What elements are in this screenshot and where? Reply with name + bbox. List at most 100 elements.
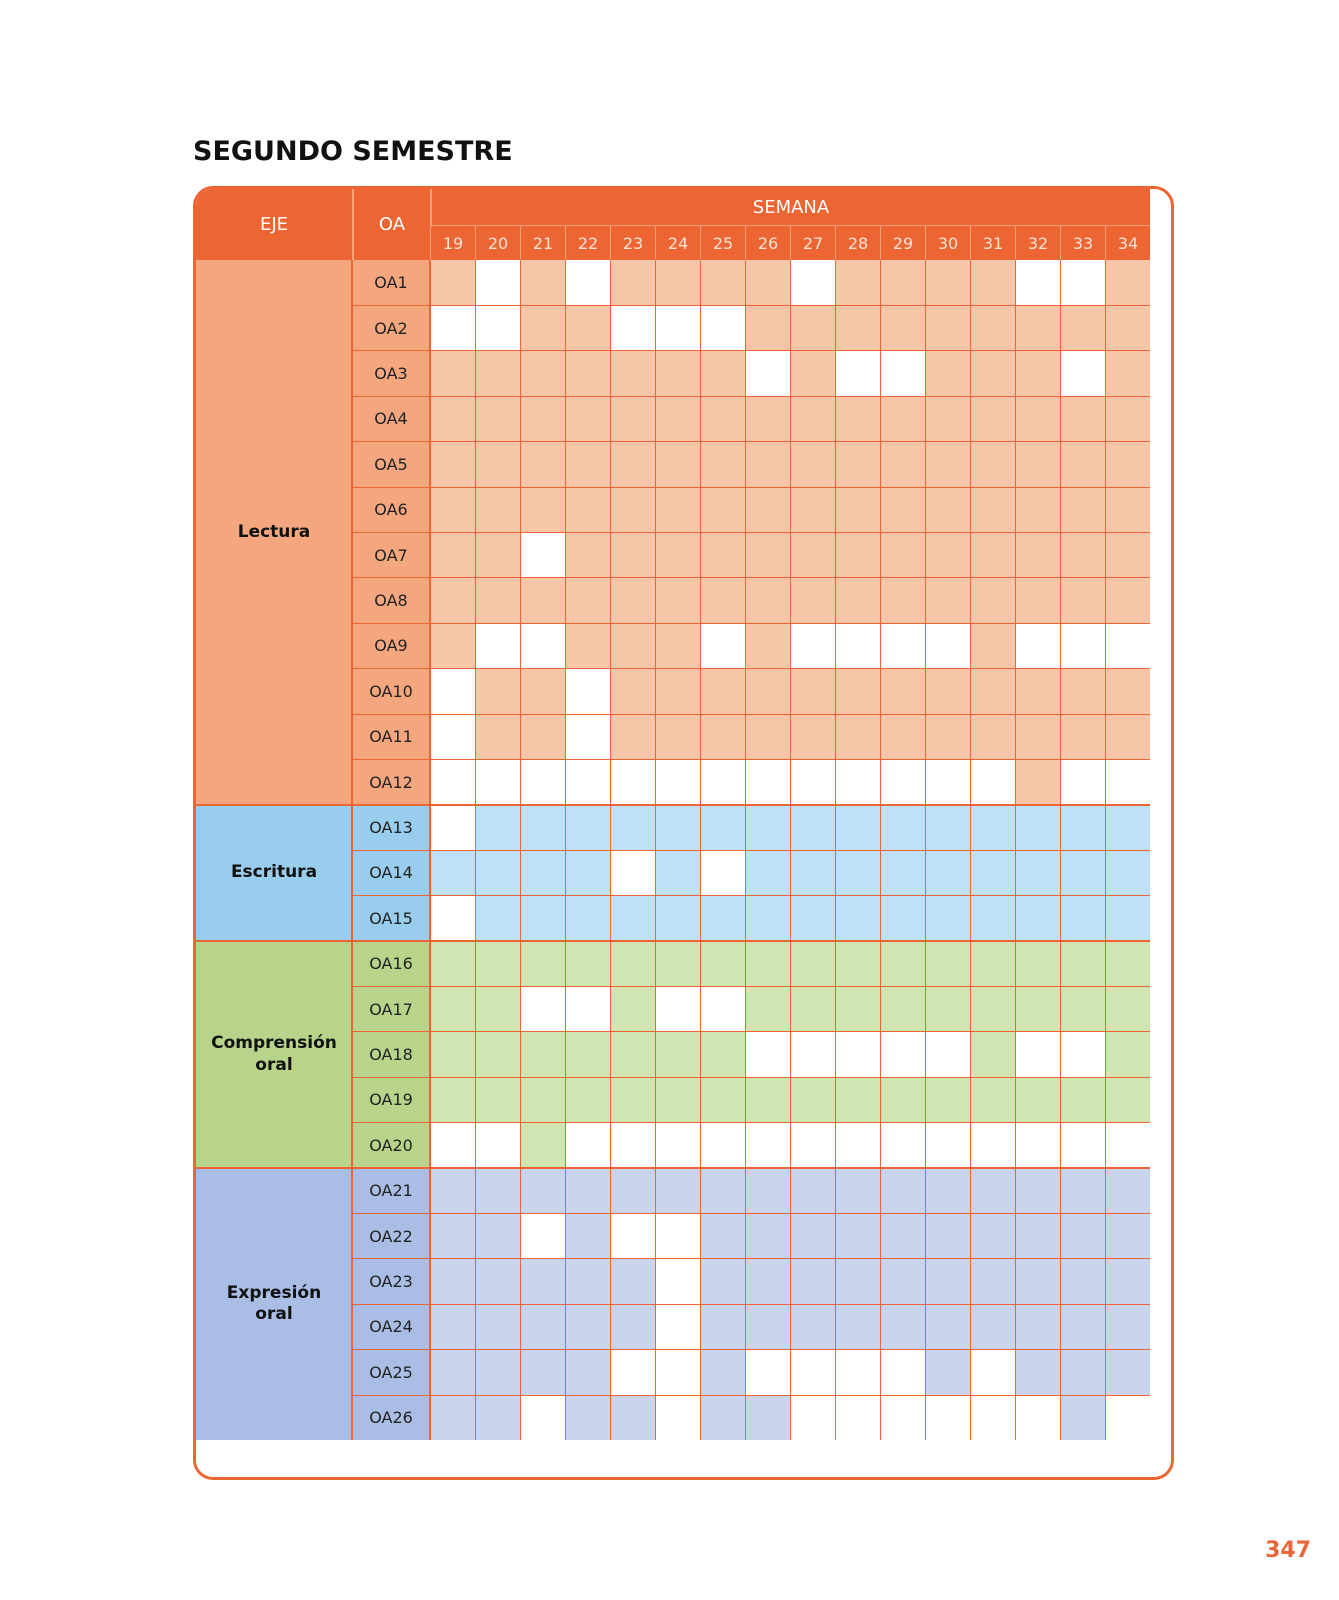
week-cell-filled <box>475 441 520 487</box>
week-cell-filled <box>655 1031 700 1078</box>
week-cell-empty <box>880 1122 925 1168</box>
week-cell-filled <box>700 804 745 851</box>
week-cell-empty <box>700 986 745 1032</box>
week-cell-filled <box>700 1168 745 1214</box>
week-cell-filled <box>925 668 970 714</box>
week-cell-empty <box>790 623 835 669</box>
week-cell-filled <box>1015 1258 1060 1305</box>
week-cell-filled <box>565 1031 610 1078</box>
week-cell-filled <box>1060 1349 1105 1395</box>
week-cell-filled <box>430 1077 475 1123</box>
week-cell-empty <box>565 668 610 714</box>
week-cell-filled <box>610 1031 655 1078</box>
week-cell-empty <box>655 1304 700 1350</box>
week-cell-filled <box>1060 577 1105 624</box>
week-cell-filled <box>880 396 925 442</box>
week-cell-filled <box>1105 1258 1150 1305</box>
week-cell-filled <box>1015 577 1060 624</box>
grid-line <box>352 895 1150 897</box>
week-cell-filled <box>700 1304 745 1350</box>
grid-line <box>352 622 1150 624</box>
week-cell-empty <box>925 1031 970 1078</box>
week-cell-filled <box>790 1258 835 1305</box>
week-cell-empty <box>610 1213 655 1259</box>
week-cell-filled <box>835 487 880 533</box>
week-cell-filled <box>745 714 790 760</box>
week-cell-empty <box>475 623 520 669</box>
week-cell-filled <box>880 941 925 987</box>
week-cell-empty <box>565 714 610 760</box>
week-cell-empty <box>610 850 655 896</box>
week-cell-filled <box>970 350 1015 397</box>
grid-line <box>352 577 1150 579</box>
week-cell-filled <box>745 1395 790 1441</box>
page-title: SEGUNDO SEMESTRE <box>193 136 513 167</box>
week-cell-empty <box>1105 759 1150 805</box>
week-number: 21 <box>520 225 565 260</box>
week-cell-filled <box>700 714 745 760</box>
week-cell-filled <box>1015 396 1060 442</box>
week-number: 32 <box>1015 225 1060 260</box>
week-cell-filled <box>970 577 1015 624</box>
week-cell-filled <box>970 396 1015 442</box>
week-cell-filled <box>880 850 925 896</box>
week-cell-empty <box>970 1122 1015 1168</box>
grid-line <box>352 758 1150 760</box>
week-cell-filled <box>1015 441 1060 487</box>
week-cell-filled <box>880 986 925 1032</box>
week-cell-filled <box>880 1213 925 1259</box>
week-cell-filled <box>835 804 880 851</box>
week-cell-filled <box>430 1304 475 1350</box>
week-cell-filled <box>520 441 565 487</box>
week-cell-filled <box>745 577 790 624</box>
week-cell-filled <box>520 1122 565 1168</box>
week-cell-empty <box>835 1395 880 1441</box>
week-cell-filled <box>790 350 835 397</box>
week-cell-empty <box>790 1122 835 1168</box>
oa-label: OA4 <box>352 396 430 442</box>
week-cell-filled <box>745 804 790 851</box>
oa-label: OA3 <box>352 350 430 397</box>
week-cell-filled <box>520 714 565 760</box>
week-cell-filled <box>880 1168 925 1214</box>
week-cell-filled <box>790 1077 835 1123</box>
week-cell-empty <box>655 1213 700 1259</box>
week-cell-filled <box>475 487 520 533</box>
oa-label: OA26 <box>352 1395 430 1441</box>
week-cell-filled <box>880 532 925 578</box>
week-cell-filled <box>475 850 520 896</box>
week-cell-filled <box>1015 1077 1060 1123</box>
week-cell-filled <box>925 260 970 306</box>
grid-line <box>352 1076 1150 1078</box>
week-cell-filled <box>1060 305 1105 351</box>
week-cell-filled <box>970 532 1015 578</box>
week-cell-filled <box>970 1213 1015 1259</box>
week-cell-filled <box>880 441 925 487</box>
week-cell-filled <box>1015 986 1060 1032</box>
week-cell-filled <box>475 1304 520 1350</box>
week-cell-filled <box>565 577 610 624</box>
grid-line <box>352 304 1150 306</box>
grid-line <box>352 486 1150 488</box>
week-cell-filled <box>1015 895 1060 941</box>
week-cell-filled <box>430 396 475 442</box>
week-cell-empty <box>520 532 565 578</box>
week-cell-filled <box>700 1077 745 1123</box>
eje-label-0: Lectura <box>196 260 352 805</box>
week-cell-empty <box>790 1395 835 1441</box>
grid-line <box>352 668 1150 670</box>
week-number: 29 <box>880 225 925 260</box>
week-cell-filled <box>745 487 790 533</box>
week-cell-filled <box>1060 487 1105 533</box>
week-cell-empty <box>700 759 745 805</box>
week-cell-filled <box>790 714 835 760</box>
week-cell-filled <box>655 1168 700 1214</box>
week-cell-empty <box>430 305 475 351</box>
week-cell-filled <box>610 895 655 941</box>
week-cell-empty <box>655 1258 700 1305</box>
week-cell-filled <box>835 305 880 351</box>
week-cell-filled <box>925 441 970 487</box>
week-cell-filled <box>610 487 655 533</box>
week-number: 30 <box>925 225 970 260</box>
oa-label: OA11 <box>352 714 430 760</box>
